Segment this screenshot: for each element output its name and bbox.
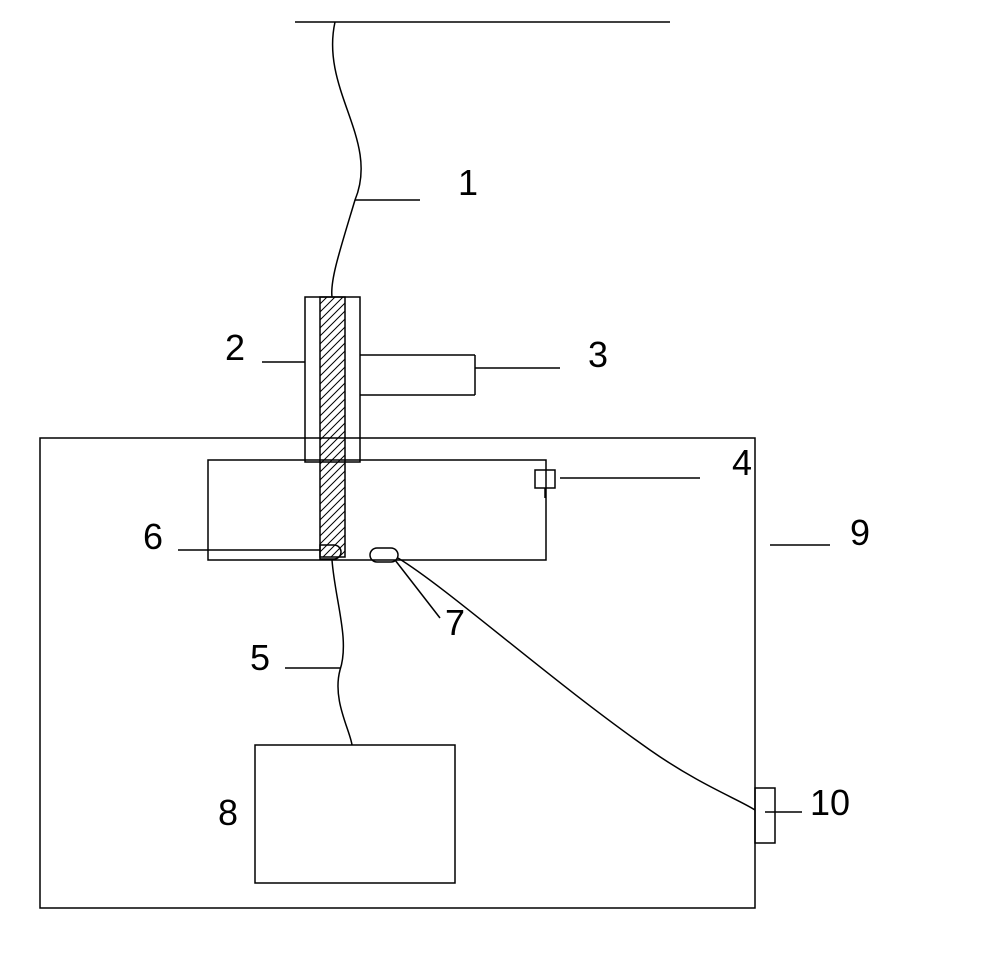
label-9: 9 [850, 512, 870, 554]
diagram-container: 1 2 3 4 5 6 7 8 9 10 [0, 0, 1000, 973]
label-4: 4 [732, 442, 752, 484]
schematic-svg [0, 0, 1000, 973]
label-7: 7 [445, 602, 465, 644]
label-3: 3 [588, 334, 608, 376]
label-2: 2 [225, 327, 245, 369]
label-10: 10 [810, 782, 850, 824]
label-5: 5 [250, 637, 270, 679]
label-8: 8 [218, 792, 238, 834]
label-6: 6 [143, 516, 163, 558]
label-1: 1 [458, 162, 478, 204]
